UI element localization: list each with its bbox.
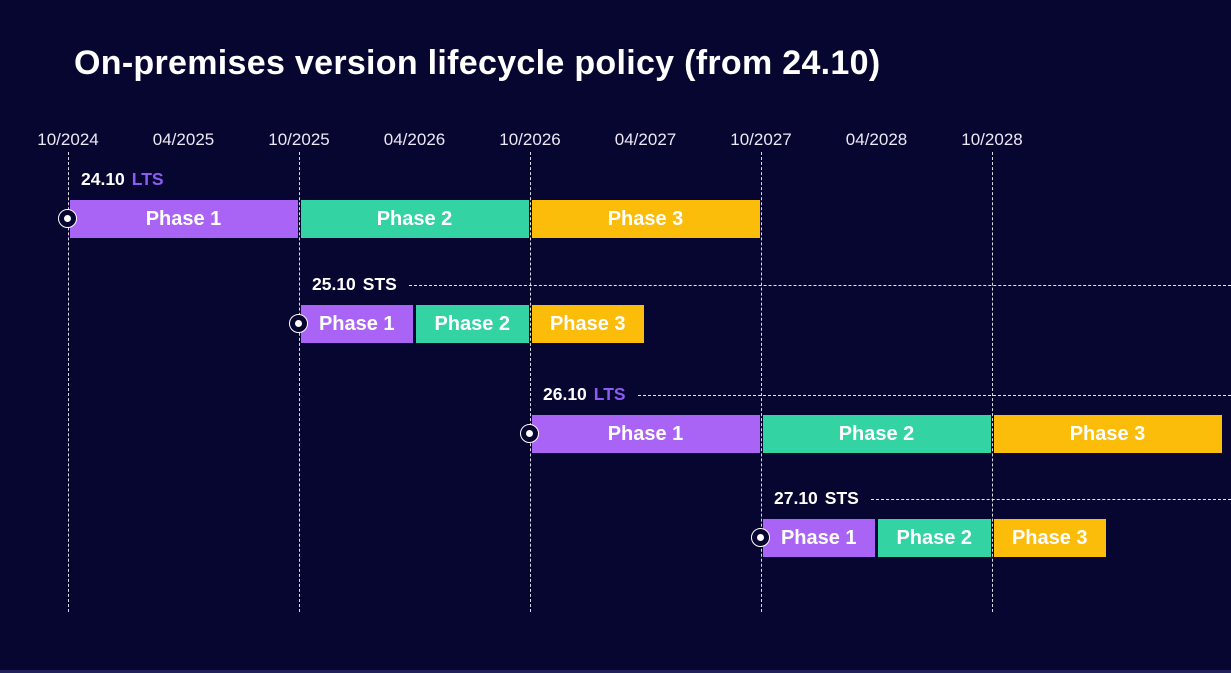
release-type: LTS (593, 384, 626, 404)
phase-bar-2: Phase 2 (416, 305, 529, 343)
axis-tick-label: 10/2028 (961, 130, 1023, 149)
leader-line (871, 499, 1231, 500)
phase-bar-3: Phase 3 (993, 415, 1222, 453)
axis-tick-label: 10/2024 (37, 130, 99, 149)
gridline-vertical (299, 152, 300, 612)
phase-bar-1: Phase 1 (300, 305, 413, 343)
release-version: 26.10 (543, 384, 587, 404)
release-version: 25.10 (312, 274, 356, 294)
release-start-marker (58, 209, 77, 228)
release-type: STS (824, 488, 859, 508)
axis-tick-label: 10/2026 (499, 130, 561, 149)
release-label: 26.10 LTS (543, 384, 626, 405)
release-start-marker (751, 528, 770, 547)
bottom-edge (0, 670, 1231, 673)
gridline-vertical (992, 152, 993, 612)
release-label: 24.10 LTS (81, 169, 164, 190)
axis-tick-label: 04/2025 (152, 130, 215, 149)
phase-bar-1: Phase 1 (762, 519, 875, 557)
leader-line (409, 285, 1231, 286)
gridline-vertical (68, 152, 69, 612)
gridline-vertical (761, 152, 762, 612)
release-version: 27.10 (774, 488, 818, 508)
leader-line (638, 395, 1231, 396)
phase-bar-2: Phase 2 (300, 200, 529, 238)
gridline-vertical (530, 152, 531, 612)
page-title: On-premises version lifecycle policy (fr… (74, 44, 881, 82)
release-start-marker (520, 424, 539, 443)
axis-tick-label: 04/2027 (614, 130, 677, 149)
release-type: LTS (131, 169, 164, 189)
phase-bar-1: Phase 1 (531, 415, 760, 453)
axis-tick-label: 04/2026 (383, 130, 446, 149)
phase-bar-3: Phase 3 (531, 305, 644, 343)
axis-tick-label: 04/2028 (845, 130, 908, 149)
phase-bar-2: Phase 2 (762, 415, 991, 453)
phase-bar-3: Phase 3 (993, 519, 1106, 557)
phase-bar-3: Phase 3 (531, 200, 760, 238)
phase-bar-1: Phase 1 (69, 200, 298, 238)
axis-tick-label: 10/2025 (268, 130, 330, 149)
release-type: STS (362, 274, 397, 294)
release-label: 27.10 STS (774, 488, 859, 509)
axis-tick-label: 10/2027 (730, 130, 792, 149)
phase-bar-2: Phase 2 (878, 519, 991, 557)
release-version: 24.10 (81, 169, 125, 189)
release-start-marker (289, 314, 308, 333)
release-label: 25.10 STS (312, 274, 397, 295)
